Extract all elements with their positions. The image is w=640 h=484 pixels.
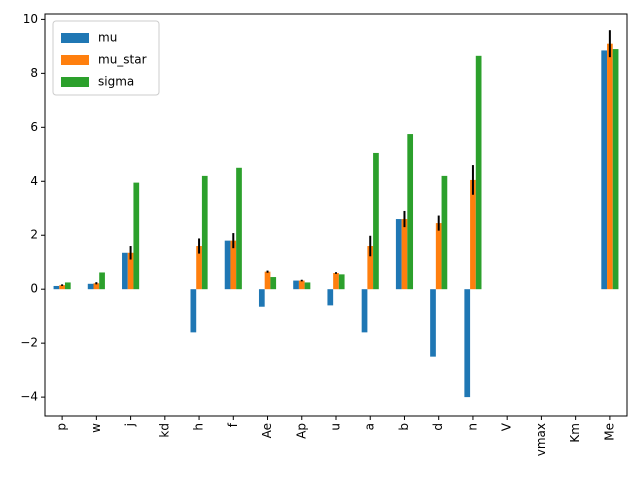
y-tick-label: 4 [30,174,38,188]
x-tick-label: w [89,423,103,433]
bar-sigma-a [373,152,379,290]
bar-sigma-Me [612,49,619,290]
x-tick-label: d [431,423,445,431]
error-bars-layer [61,30,611,286]
bar-mu_star-j [127,252,134,290]
bar-mu-Me [601,50,608,290]
legend-label-sigma: sigma [98,75,134,89]
bar-mu_star-a [367,246,374,290]
bar-sigma-w [99,272,105,290]
y-tick-label: 2 [30,228,38,242]
x-tick-label: V [500,422,514,431]
x-tick-label: b [397,423,411,431]
bar-sigma-h [201,175,208,290]
bar-mu-h [190,289,197,333]
bar-mu_star-b [401,219,408,290]
legend-swatch-sigma [61,77,89,87]
bar-mu_star-w [93,283,100,290]
y-tick-label: 0 [30,282,38,296]
bar-sigma-f [236,167,242,290]
bar-mu-p [53,285,60,290]
legend-label-mu_star: mu_star [98,53,147,67]
legend-swatch-mu_star [61,55,89,65]
x-tick-label: j [123,423,137,427]
x-tick-label: Ae [260,423,274,438]
x-tick-label: kd [157,423,171,438]
bar-mu_star-h [196,246,202,290]
bar-mu_star-p [59,285,65,290]
bar-sigma-Ap [304,282,311,290]
x-tick-label: a [363,423,377,430]
legend-label-mu: mu [98,31,117,45]
legend-swatch-mu [61,33,89,43]
bar-mu-Ae [258,289,265,307]
y-tick-label: 10 [23,12,38,26]
bar-mu-u [327,289,334,306]
x-tick-label: n [465,423,479,431]
y-tick-label: 8 [30,66,38,80]
bar-mu-b [395,219,402,290]
bar-mu_star-Ap [298,280,305,290]
bar-sigma-u [338,274,345,290]
bar-mu-d [430,289,436,357]
bars-layer [53,43,619,398]
bar-mu_star-u [333,273,339,290]
x-tick-label: p [55,423,69,431]
x-tick-label: Me [602,423,616,441]
bar-mu-f [224,240,231,290]
x-tick-label: Ap [294,423,308,439]
bar-mu-w [87,283,94,290]
bar-mu_star-f [230,240,237,290]
x-tick-label: vmax [534,423,548,456]
bar-mu-n [464,289,471,398]
x-tick-label: u [329,423,343,431]
bar-sigma-Ae [270,277,277,290]
bar-sigma-b [407,134,414,290]
bar-sigma-n [475,55,482,290]
x-tick-label: h [192,423,206,431]
bar-mu_star-Ae [264,271,271,290]
y-tick-label: −4 [20,390,38,404]
bar-mu_star-n [470,179,476,290]
bar-mu_star-Me [607,43,613,290]
bar-mu-j [122,252,128,290]
bar-sigma-d [441,175,448,290]
bar-mu-a [361,289,368,333]
y-tick-label: 6 [30,120,38,134]
bar-sigma-j [133,182,140,290]
x-tick-label: f [226,422,240,427]
bar-sigma-p [64,282,71,290]
x-tick-label: Km [568,423,582,443]
bar-mu_star-d [435,223,442,290]
y-tick-label: −2 [20,336,38,350]
bar-mu-Ap [293,280,299,290]
